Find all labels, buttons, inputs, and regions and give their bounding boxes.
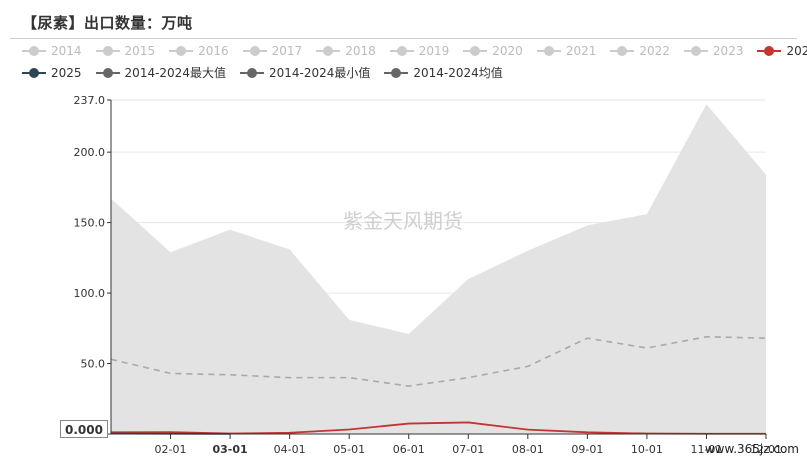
page-title: 【尿素】出口数量：万吨 — [22, 14, 193, 32]
legend-item-2024[interactable]: 2024 — [757, 42, 807, 60]
x-tick-label: 08-01 — [512, 443, 544, 456]
legend-marker-icon — [242, 46, 267, 56]
legend-item-2017[interactable]: 2017 — [242, 42, 303, 60]
legend-label: 2024 — [786, 44, 807, 58]
legend-item-2014-2024最小值[interactable]: 2014-2024最小值 — [239, 64, 371, 82]
y-tick-label: 150.0 — [74, 217, 106, 230]
legend-label: 2022 — [639, 44, 670, 58]
title-divider — [10, 38, 797, 39]
x-tick-label: 04-01 — [274, 443, 306, 456]
legend-label: 2023 — [712, 44, 744, 58]
x-tick-label: 07-01 — [452, 443, 484, 456]
legend-item-2015[interactable]: 2015 — [95, 42, 156, 60]
legend-marker-icon — [384, 68, 409, 78]
legend-marker-icon — [169, 46, 194, 56]
x-tick-label: 10-01 — [631, 443, 663, 456]
axis-pointer-y-label: 0.000 — [60, 420, 108, 438]
axis-layer: 50.0 100.0 150.0 200.0 237.0 02-01 03-01 04-01 0… — [74, 94, 782, 456]
x-tick-label: 02-01 — [155, 443, 187, 456]
x-tick-label: 09-01 — [571, 443, 603, 456]
legend-item-2025[interactable]: 2025 — [22, 64, 82, 82]
x-tick-label: 12-01 — [750, 443, 782, 456]
legend-item-2023[interactable]: 2023 — [683, 42, 744, 60]
x-tick-label: 06-01 — [393, 443, 425, 456]
legend-item-2021[interactable]: 2021 — [536, 42, 597, 60]
legend-item-2014-2024均值[interactable]: 2014-2024均值 — [384, 64, 503, 82]
legend-label: 2016 — [198, 44, 229, 58]
legend-item-2016[interactable]: 2016 — [169, 42, 229, 60]
watermark: 紫金天风期货 — [343, 209, 463, 233]
legend-label: 2014-2024最大值 — [124, 66, 226, 80]
legend-label: 2014 — [51, 44, 82, 58]
legend-label: 2014-2024均值 — [413, 66, 503, 80]
legend-label: 2025 — [51, 66, 82, 80]
legend-marker-icon — [536, 46, 561, 56]
legend-marker-icon — [463, 46, 488, 56]
y-tick-label: 50.0 — [81, 358, 106, 371]
legend-label: 2015 — [124, 44, 156, 58]
legend-item-2014-2024最大值[interactable]: 2014-2024最大值 — [95, 64, 226, 82]
legend-marker-icon — [239, 68, 264, 78]
legend-marker-icon — [22, 46, 46, 56]
legend-marker-icon — [757, 46, 782, 56]
legend-marker-icon — [316, 46, 341, 56]
legend-marker-icon — [389, 46, 414, 56]
legend-item-2018[interactable]: 2018 — [316, 42, 376, 60]
legend-label: 2017 — [271, 44, 303, 58]
x-tick-label: 03-01 — [212, 443, 247, 456]
legend-row-1: 2014 2015 2016 2017 2018 2019 2020 2021 2022 2023… — [22, 42, 807, 60]
area-layer — [111, 104, 766, 435]
legend-marker-icon — [95, 46, 120, 56]
legend-item-2019[interactable]: 2019 — [389, 42, 450, 60]
y-tick-label: 100.0 — [74, 287, 106, 300]
source-label: www.365jz.com — [704, 442, 799, 456]
x-tick-label: 05-01 — [333, 443, 365, 456]
legend-marker-icon — [683, 46, 708, 56]
y-tick-label: 200.0 — [74, 146, 106, 159]
legend-marker-icon — [610, 46, 635, 56]
x-tick-label: 11-01 — [690, 443, 722, 456]
legend-label: 2018 — [345, 44, 376, 58]
series-line-2014-2024均值 — [110, 335, 767, 387]
legend-label: 2014-2024最小值 — [268, 66, 371, 80]
series-area-max — [111, 104, 766, 435]
legend-marker-icon — [95, 68, 120, 78]
legend-label: 2020 — [492, 44, 523, 58]
y-tick-label: 237.0 — [74, 94, 106, 107]
legend-item-2020[interactable]: 2020 — [463, 42, 523, 60]
legend-marker-icon — [22, 68, 46, 78]
legend-label: 2019 — [418, 44, 450, 58]
legend-label: 2021 — [565, 44, 597, 58]
legend-item-2014[interactable]: 2014 — [22, 42, 82, 60]
legend-row-2: 2025 2014-2024最大值 2014-2024最小值 2014-2024均值 — [22, 64, 517, 82]
legend-item-2022[interactable]: 2022 — [610, 42, 670, 60]
